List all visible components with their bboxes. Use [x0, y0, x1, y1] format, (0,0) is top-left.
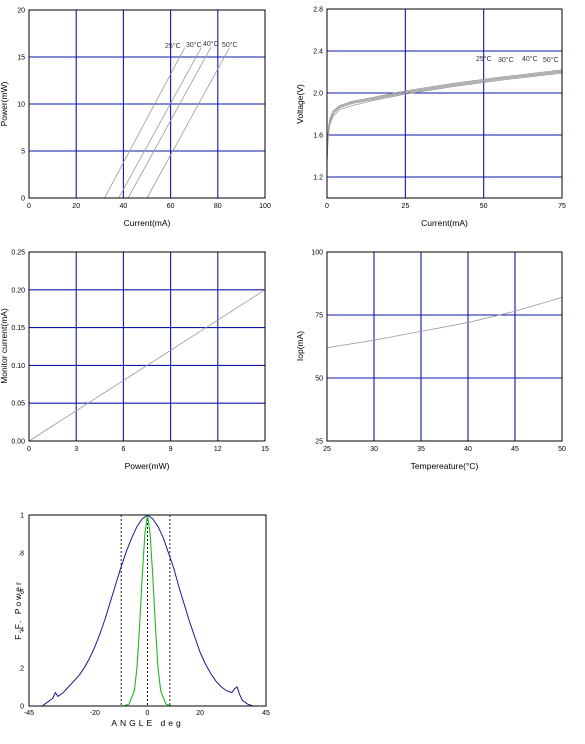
- y-tick-label: 0: [20, 704, 24, 711]
- y-tick-label: 0.15: [11, 325, 25, 332]
- y-tick-label: 0.10: [11, 363, 25, 370]
- x-tick-label: 12: [214, 446, 222, 453]
- series-line-4: [326, 72, 563, 165]
- plot-frame: [326, 251, 563, 442]
- series-label: 40°C: [203, 40, 219, 48]
- y-tick-label: 100: [311, 250, 323, 257]
- y-tick-label: 10: [17, 102, 25, 109]
- series-line-2: [118, 47, 202, 199]
- y-tick-label: .6: [18, 589, 24, 596]
- x-axis-label: Power(mW): [125, 461, 170, 471]
- y-tick-label: 5: [21, 149, 25, 156]
- y-tick-label: 1.6: [313, 133, 323, 140]
- chart-4: 25 30 35 40 45 50 25 50 75 100 Tempereature(°C) Iop…: [295, 250, 566, 472]
- x-tick-label: 60: [167, 203, 175, 210]
- x-tick-label: 25: [401, 203, 409, 210]
- series-line-1: [34, 514, 261, 707]
- chart-3: 0 3 6 9 12 15 0.00 0.05 0.10 0.15 0.20 0.25 Power(mW…: [0, 250, 269, 472]
- x-tick-label: 50: [480, 203, 488, 210]
- x-tick-label: 80: [214, 203, 222, 210]
- x-tick-label: 15: [261, 446, 269, 453]
- x-tick-label: 6: [121, 446, 125, 453]
- y-tick-label: 0.00: [11, 439, 25, 446]
- x-tick-label: 30: [370, 446, 378, 453]
- y-axis-label: F.F. Power: [13, 580, 23, 640]
- series-label: 30°C: [186, 41, 202, 49]
- x-tick-label: 40: [120, 203, 128, 210]
- y-tick-label: 0.05: [11, 401, 25, 408]
- x-tick-label: 100: [259, 203, 271, 210]
- x-axis-label: Current(mA): [124, 218, 171, 228]
- series-label: 30°C: [498, 56, 514, 64]
- y-tick-label: 0.25: [11, 250, 25, 257]
- y-axis-label: Power(mW): [0, 81, 9, 126]
- y-tick-label: 0.20: [11, 287, 25, 294]
- y-tick-label: 1: [20, 513, 24, 520]
- plot-frame: [28, 251, 266, 442]
- y-tick-label: 2.4: [313, 49, 323, 56]
- series-line-4: [146, 47, 230, 199]
- x-axis-label: Tempereature(°C): [411, 461, 479, 471]
- series-line-1: [28, 289, 266, 442]
- x-tick-label: 45: [511, 446, 519, 453]
- series-line-3: [127, 47, 212, 199]
- y-tick-label: .8: [18, 551, 24, 558]
- x-tick-label: 45: [262, 710, 270, 717]
- y-axis-label: Monitor current(mA): [0, 308, 9, 384]
- y-tick-label: .4: [18, 627, 24, 634]
- chart-2: 25°C 30°C 40°C 50°C 0 25 50 75 1.2 1.6 2.0 2.4 2.8 Cu…: [295, 7, 566, 229]
- plot-frame: [326, 8, 563, 199]
- x-axis-label: Current(mA): [421, 218, 468, 228]
- y-tick-label: 1.2: [313, 175, 323, 182]
- x-tick-label: 50: [558, 446, 566, 453]
- chart-5: -45 -20 0 20 45 0 .2 .4 .6 .8 1 ANGLE deg F.F. Power: [13, 513, 270, 729]
- x-tick-label: 20: [72, 203, 80, 210]
- y-tick-label: 2.8: [313, 7, 323, 14]
- x-tick-label: 0: [325, 203, 329, 210]
- y-tick-label: 50: [315, 376, 323, 383]
- series-label: 40°C: [522, 55, 538, 63]
- series-line-1: [326, 69, 563, 162]
- x-tick-label: 9: [169, 446, 173, 453]
- plot-frame: [28, 9, 266, 199]
- y-axis-label: Voltage(V): [295, 84, 305, 124]
- y-tick-label: 75: [315, 313, 323, 320]
- y-tick-label: 15: [17, 55, 25, 62]
- y-tick-label: 25: [315, 439, 323, 446]
- x-tick-label: 20: [196, 710, 204, 717]
- y-tick-label: 20: [17, 8, 25, 15]
- x-tick-label: 75: [558, 203, 566, 210]
- series-label: 50°C: [543, 56, 559, 64]
- x-tick-label: -20: [90, 710, 100, 717]
- x-tick-label: 3: [74, 446, 78, 453]
- y-tick-label: 0: [21, 196, 25, 203]
- y-axis-label: Iop(mA): [295, 331, 305, 361]
- x-tick-label: 40: [464, 446, 472, 453]
- plot-frame: [28, 514, 267, 707]
- series-label: 25°C: [476, 55, 492, 63]
- chart-1: 25°C 30°C 40°C 50°C 0 20 40 60 80 100 0 5 10 15 20 Curr…: [0, 8, 271, 229]
- y-tick-label: 2.0: [313, 91, 323, 98]
- x-tick-label: 35: [417, 446, 425, 453]
- series-label: 25°C: [165, 42, 181, 50]
- series-label: 50°C: [222, 41, 238, 49]
- series-line-1: [104, 47, 186, 199]
- series-line-1: [326, 296, 563, 349]
- y-tick-label: .2: [18, 665, 24, 672]
- x-tick-label: 0: [27, 446, 31, 453]
- x-tick-label: -45: [24, 710, 34, 717]
- x-tick-label: 0: [146, 710, 150, 717]
- x-tick-label: 25: [323, 446, 331, 453]
- x-tick-label: 0: [27, 203, 31, 210]
- x-axis-label: ANGLE deg: [111, 718, 183, 728]
